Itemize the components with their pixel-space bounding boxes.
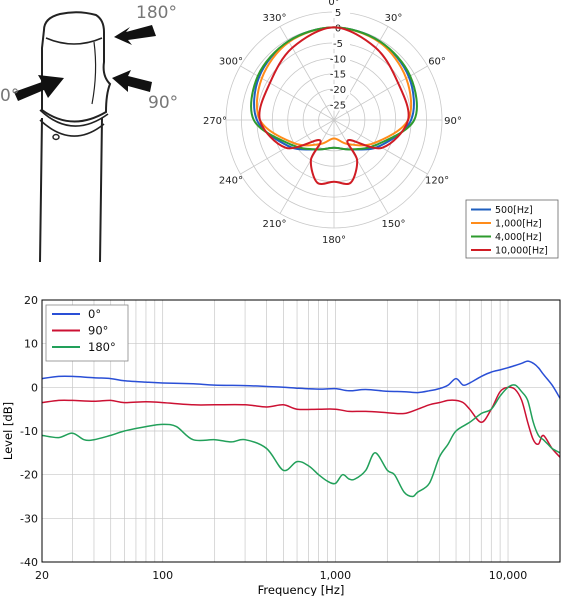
polar-spoke [240, 119, 335, 175]
polar-radial-tick-label: 0 [335, 23, 341, 34]
polar-radial-labels: 5 0 -5 -10 -15 -20 -25 [330, 7, 350, 112]
fr-y-axis-label: Level [dB] [1, 402, 15, 460]
polar-legend-label: 10,000[Hz] [495, 246, 548, 257]
fr-y-tick-label: 0 [31, 381, 38, 394]
fr-legend-label: 180° [88, 340, 116, 354]
polar-radial-tick-label: -10 [330, 54, 346, 65]
polar-radial-tick-label: 5 [335, 8, 341, 19]
polar-angle-labels: 0° 30° 60° 90° 120° 150° 180° 210° 240° 270° 300° 3… [203, 0, 462, 246]
polar-spoke [333, 65, 428, 121]
microphone-handle [39, 117, 103, 263]
microphone-head [41, 11, 112, 123]
polar-legend-label: 500[Hz] [495, 205, 533, 216]
fr-plot-frame [41, 299, 561, 563]
fr-x-tick-label: 20 [35, 569, 49, 582]
angle-label-0: 0° [0, 86, 19, 106]
polar-spoke [240, 65, 335, 121]
polar-radial-label-bg [332, 37, 350, 49]
arrow-90-icon [112, 70, 152, 92]
polar-legend-label: 1,000[Hz] [495, 219, 542, 230]
fr-x-tick-label: 1,000 [320, 569, 352, 582]
polar-legend-box [465, 199, 559, 259]
fr-y-tick-label: 20 [24, 294, 38, 307]
polar-radial-label-bg [332, 7, 350, 18]
arrow-0-icon [14, 75, 64, 101]
arrow-180-icon [114, 25, 156, 45]
polar-radial-label-bg [332, 53, 350, 65]
polar-directivity-chart: 0° 30° 60° 90° 120° 150° 180° 210° 240° 270° 300° 3… [203, 0, 559, 259]
polar-angle-tick-label: 120° [425, 176, 449, 187]
angle-label-180: 180° [136, 3, 177, 23]
fr-y-tick-label: -30 [20, 512, 38, 525]
polar-angle-tick-label: 210° [262, 219, 286, 230]
polar-radial-tick-label: -25 [330, 101, 346, 112]
polar-legend-label: 4,000[Hz] [495, 232, 542, 243]
polar-angle-tick-label: 300° [219, 57, 243, 68]
polar-angle-tick-label: 180° [322, 235, 346, 246]
fr-x-tick-label: 100 [152, 569, 173, 582]
microphone-collar [39, 109, 109, 137]
polar-spoke [333, 119, 389, 214]
fr-x-axis-label: Frequency [Hz] [258, 583, 345, 596]
polar-radial-tick-label: -15 [330, 70, 346, 81]
polar-spoke [279, 119, 335, 214]
fr-y-tick-labels: 20 10 0 -10 -20 -30 -40 [20, 294, 38, 569]
microphone-illustration: 180° 0° 90° [0, 3, 178, 263]
polar-angle-tick-label: 270° [203, 116, 227, 127]
fr-series-line-2 [41, 386, 561, 458]
polar-angle-tick-label: 330° [262, 13, 286, 24]
microphone-hole [52, 133, 60, 141]
polar-legend: 500[Hz] 1,000[Hz] 4,000[Hz] 10,000[Hz] [465, 199, 559, 259]
fr-x-tick-labels: 20 100 1,000 10,000 [35, 569, 527, 582]
fr-series-line-3 [41, 384, 561, 498]
fr-y-tick-label: -10 [20, 425, 38, 438]
polar-angle-tick-label: 150° [381, 219, 405, 230]
polar-radial-tick-label: -5 [333, 39, 343, 50]
polar-series [250, 26, 418, 185]
polar-radial-label-bg [332, 84, 350, 96]
polar-angle-tick-label: 240° [219, 176, 243, 187]
fr-x-tick-label: 10,000 [489, 569, 528, 582]
fr-y-tick-label: 10 [24, 338, 38, 351]
polar-angle-tick-label: 0° [328, 0, 339, 8]
fr-y-tick-label: -20 [20, 469, 38, 482]
fr-series-line-1 [41, 360, 561, 399]
polar-spoke [333, 119, 428, 175]
polar-series-line-2 [255, 26, 413, 147]
polar-series-line-4 [258, 26, 410, 185]
polar-angle-tick-label: 90° [444, 116, 462, 127]
polar-angle-tick-label: 60° [428, 57, 446, 68]
polar-radial-tick-label: -20 [330, 85, 346, 96]
polar-angle-tick-label: 30° [385, 13, 403, 24]
fr-legend: 0° 90° 180° [45, 304, 129, 362]
fr-legend-label: 90° [88, 324, 108, 338]
angle-label-90: 90° [148, 93, 178, 113]
polar-series-line-3 [250, 26, 418, 151]
fr-y-tick-label: -40 [20, 556, 38, 569]
fr-legend-label: 0° [88, 307, 101, 321]
fr-series [41, 360, 561, 498]
polar-radial-label-bg [332, 68, 350, 80]
polar-radial-label-bg [332, 99, 350, 111]
